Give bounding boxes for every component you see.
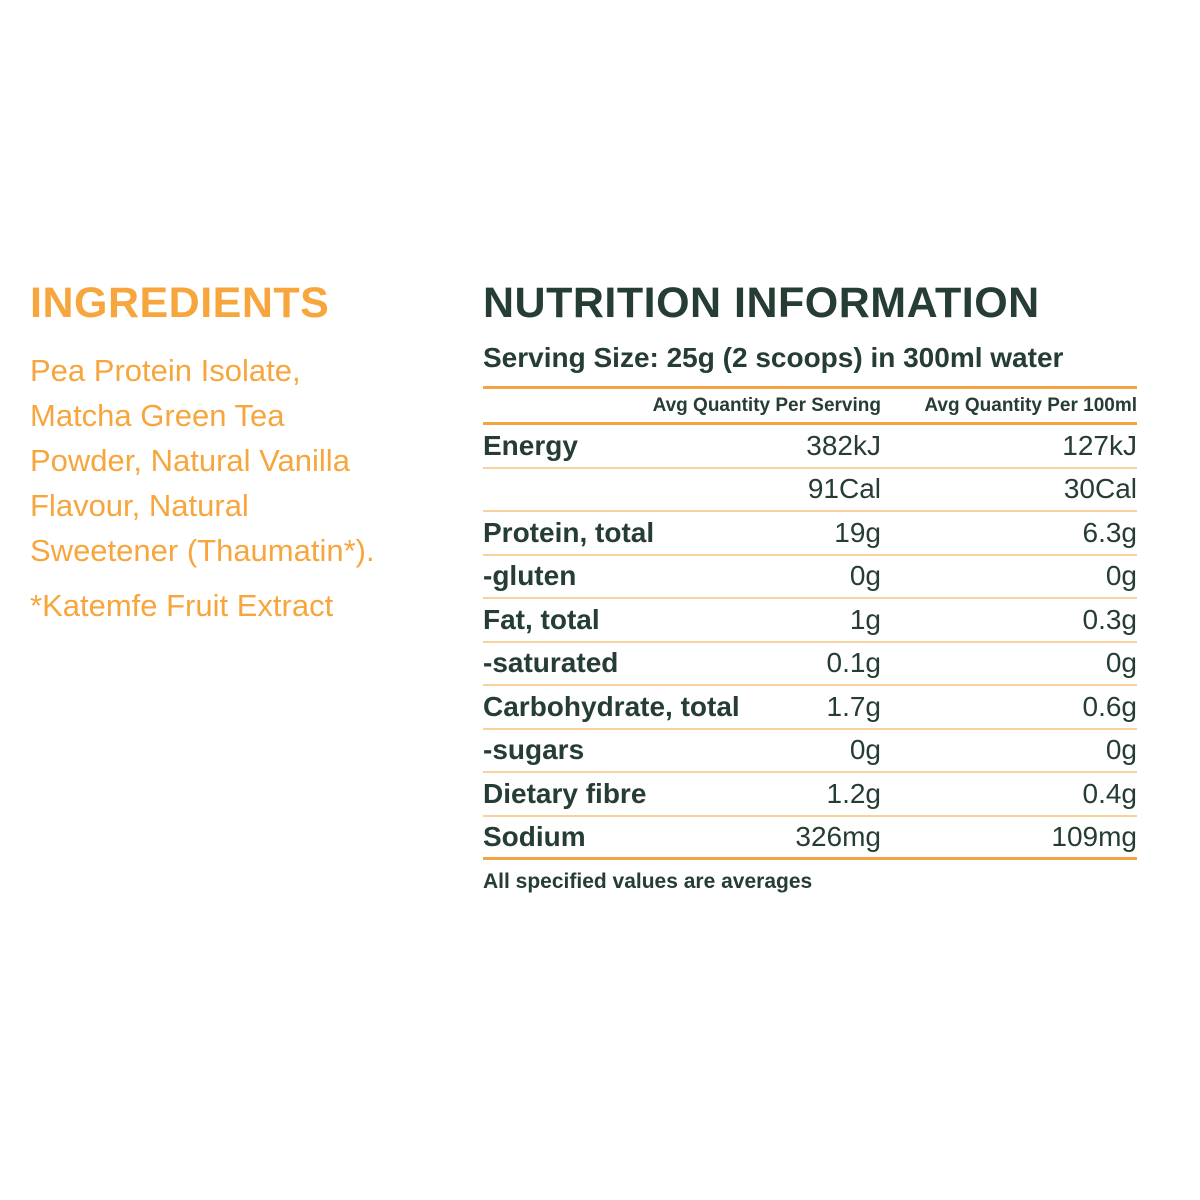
table-row-saturated: -saturated 0.1g 0g xyxy=(483,643,1137,686)
nutrition-section: NUTRITION INFORMATION Serving Size: 25g … xyxy=(483,282,1137,895)
per-100ml-value: 0g xyxy=(1105,560,1137,592)
per-serving-value: 19g xyxy=(834,516,881,548)
ingredients-footnote: *Katemfe Fruit Extract xyxy=(30,588,334,623)
per-serving-value: 382kJ xyxy=(806,429,881,461)
nutrient-label: Sodium xyxy=(483,820,586,852)
values-averages-note: All specified values are averages xyxy=(483,869,813,893)
per-serving-value: 1g xyxy=(849,603,881,635)
table-row-fat: Fat, total 1g 0.3g xyxy=(483,599,1137,643)
table-row-gluten: -gluten 0g 0g xyxy=(483,556,1137,599)
per-100ml-value: 0g xyxy=(1105,647,1137,679)
per-serving-value: 0g xyxy=(849,560,881,592)
per-100ml-value: 0.3g xyxy=(1082,603,1138,635)
table-row-energy-kj: Energy 382kJ 127kJ xyxy=(483,425,1137,469)
per-100ml-value: 109mg xyxy=(1051,820,1137,852)
serving-size: Serving Size: 25g (2 scoops) in 300ml wa… xyxy=(483,342,1064,373)
nutrient-label: Dietary fibre xyxy=(483,777,647,809)
nutrient-label: -gluten xyxy=(483,560,577,592)
per-100ml-value: 0.6g xyxy=(1082,690,1138,722)
ingredients-list: Pea Protein Isolate, Matcha Green Tea Po… xyxy=(30,353,375,568)
table-row-carbohydrate: Carbohydrate, total 1.7g 0.6g xyxy=(483,686,1137,730)
per-100ml-value: 6.3g xyxy=(1082,516,1138,548)
table-row-sugars: -sugars 0g 0g xyxy=(483,730,1137,773)
nutrient-label: Carbohydrate, total xyxy=(483,690,740,722)
nutrient-label: Protein, total xyxy=(483,516,655,548)
nutrition-table: Avg Quantity Per Serving Avg Quantity Pe… xyxy=(483,386,1137,860)
nutrient-label: -sugars xyxy=(483,734,585,766)
table-row-sodium: Sodium 326mg 109mg xyxy=(483,817,1137,860)
column-header-per-100ml: Avg Quantity Per 100ml xyxy=(924,394,1137,416)
per-serving-value: 1.7g xyxy=(826,690,882,722)
nutrient-label: Energy xyxy=(483,429,578,461)
nutrient-label: -saturated xyxy=(483,647,619,679)
ingredients-section: INGREDIENTS Pea Protein Isolate, Matcha … xyxy=(30,282,428,627)
per-serving-value: 91Cal xyxy=(807,473,881,505)
per-serving-value: 0g xyxy=(849,734,881,766)
table-header-row: Avg Quantity Per Serving Avg Quantity Pe… xyxy=(483,386,1137,425)
table-row-protein: Protein, total 19g 6.3g xyxy=(483,512,1137,556)
per-serving-value: 1.2g xyxy=(826,777,882,809)
per-100ml-value: 127kJ xyxy=(1062,429,1137,461)
nutrition-title: NUTRITION INFORMATION xyxy=(483,279,1040,327)
per-100ml-value: 0g xyxy=(1105,734,1137,766)
table-row-dietary-fibre: Dietary fibre 1.2g 0.4g xyxy=(483,773,1137,817)
column-header-per-serving: Avg Quantity Per Serving xyxy=(652,394,881,416)
ingredients-title: INGREDIENTS xyxy=(30,279,330,327)
per-100ml-value: 0.4g xyxy=(1082,777,1138,809)
nutrient-label: Fat, total xyxy=(483,603,600,635)
per-100ml-value: 30Cal xyxy=(1063,473,1137,505)
per-serving-value: 0.1g xyxy=(826,647,882,679)
per-serving-value: 326mg xyxy=(795,820,881,852)
table-row-energy-cal: 91Cal 30Cal xyxy=(483,469,1137,512)
